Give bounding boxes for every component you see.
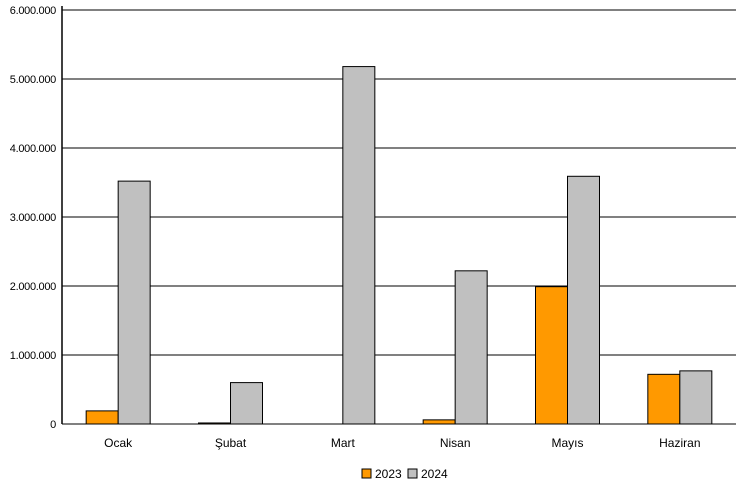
axes [61, 6, 736, 425]
bar-2024-nisan [454, 270, 488, 425]
bar-2024-mart [342, 66, 376, 425]
bar-2023-ocak [85, 410, 119, 425]
bar-2024-mayıs [567, 175, 600, 425]
y-tick-label: 5.000.000 [10, 74, 56, 86]
x-axis-category-labels: Ocak Şubat Mart Nisan Mayıs Haziran [104, 436, 700, 450]
legend-label-2024: 2024 [421, 467, 448, 481]
bar-2023-mayıs [535, 286, 568, 425]
bar-2023-haziran [647, 373, 681, 425]
gridlines [62, 9, 736, 356]
x-tick-label: Mart [331, 436, 356, 450]
y-axis-tick-labels: 0 1.000.000 2.000.000 3.000.000 4.000.000 5.0… [10, 5, 57, 431]
y-tick-label: 1.000.000 [10, 350, 56, 362]
x-tick-label: Şubat [215, 436, 247, 450]
y-tick-label: 3.000.000 [10, 212, 56, 224]
x-tick-label: Ocak [104, 436, 133, 450]
bar-2023-nisan [422, 419, 456, 425]
bars [85, 66, 713, 425]
y-tick-label: 6.000.000 [10, 5, 56, 17]
legend: 2023 2024 [361, 467, 448, 481]
y-tick-label: 0 [50, 419, 56, 431]
bar-2024-şubat [230, 382, 263, 425]
legend-label-2023: 2023 [375, 467, 402, 481]
x-tick-label: Mayıs [551, 436, 583, 450]
legend-swatch-2024 [407, 468, 418, 479]
bar-2024-haziran [679, 370, 713, 425]
y-tick-label: 2.000.000 [10, 281, 56, 293]
x-tick-label: Haziran [659, 436, 700, 450]
legend-swatch-2023 [361, 468, 372, 479]
bar-2024-ocak [117, 180, 151, 425]
y-tick-label: 4.000.000 [10, 143, 56, 155]
x-tick-label: Nisan [440, 436, 471, 450]
